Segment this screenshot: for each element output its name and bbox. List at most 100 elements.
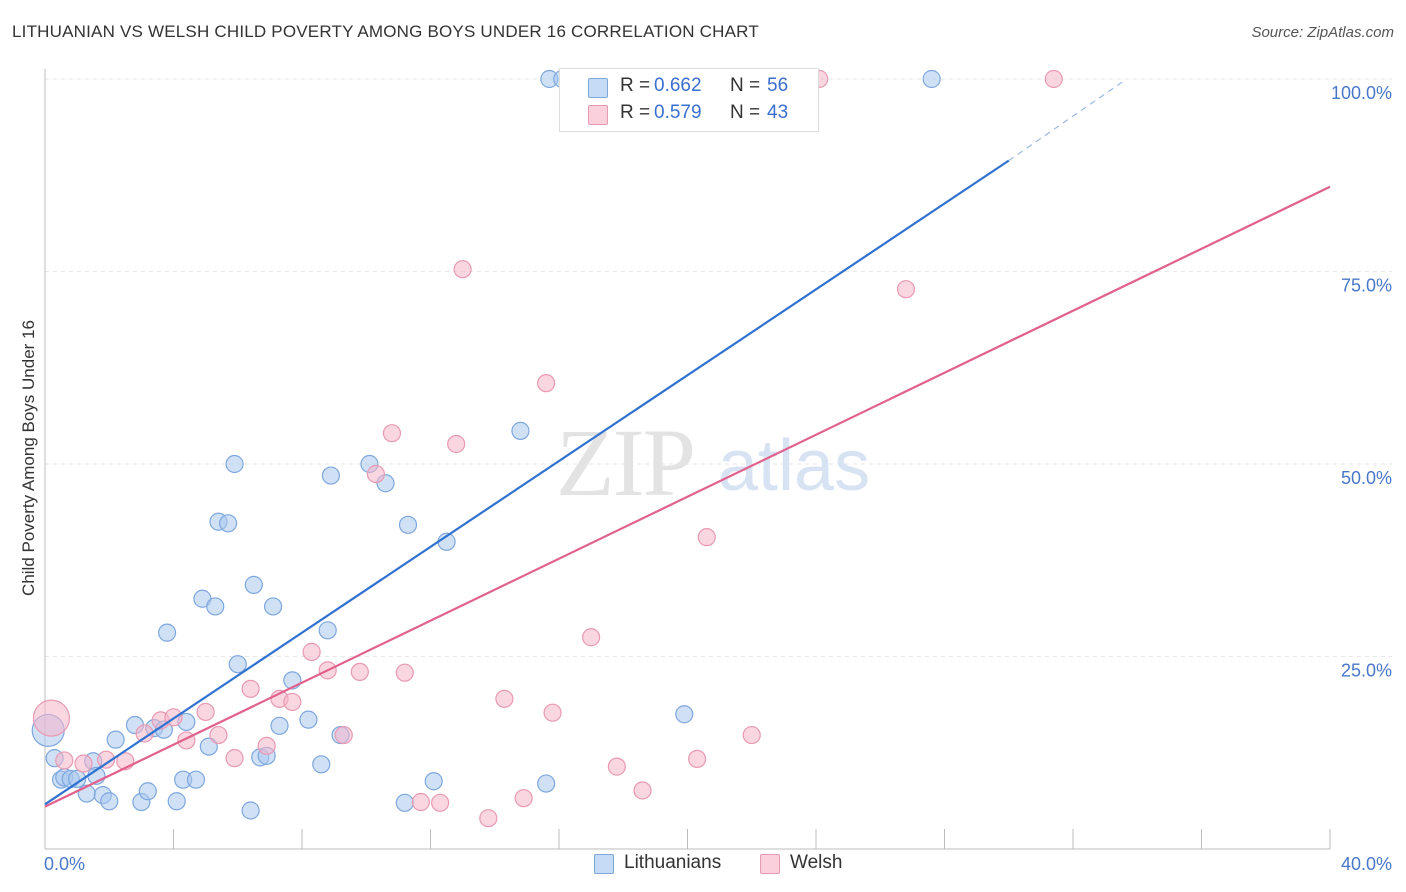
legend-r-value: 0.579 [654, 102, 702, 123]
point-welsh [350, 662, 369, 682]
point-welsh [537, 374, 556, 393]
point-welsh [1044, 69, 1063, 89]
bottom-legend-swatch-blue [594, 854, 614, 874]
point-welsh [495, 689, 514, 708]
watermark: ZIP atlas [556, 409, 870, 516]
point-lithuanian [395, 793, 414, 812]
legend-swatch-pink [588, 105, 608, 125]
legend-n-value: 43 [767, 102, 789, 123]
legend-row-lithuanians: R = 0.662 N = 56 [560, 74, 818, 100]
grid-lines [45, 78, 1392, 657]
legend-r-value: 0.662 [654, 75, 702, 96]
point-welsh [514, 789, 533, 808]
bottom-legend-label: Lithuanians [624, 852, 722, 873]
point-welsh [196, 702, 215, 722]
point-welsh [257, 736, 276, 755]
bottom-legend-swatch-pink [760, 854, 780, 874]
x-tick-label: 0.0% [44, 854, 85, 874]
watermark-zip: ZIP [556, 409, 694, 516]
point-lithuanian [219, 514, 238, 533]
point-welsh [447, 434, 466, 454]
chart-title: LITHUANIAN VS WELSH CHILD POVERTY AMONG … [12, 22, 759, 41]
point-lithuanian [68, 769, 87, 789]
point-lithuanian [424, 772, 443, 791]
point-welsh [479, 809, 498, 828]
point-welsh [582, 628, 601, 647]
point-welsh [543, 703, 562, 722]
point-lithuanian [321, 466, 341, 485]
point-welsh [395, 663, 414, 682]
point-welsh [366, 464, 385, 484]
point-lithuanian [138, 782, 157, 801]
bottom-legend-label: Welsh [790, 852, 843, 873]
point-lithuanian [922, 69, 941, 89]
point-lithuanian [186, 770, 206, 789]
point-welsh [334, 725, 353, 745]
point-lithuanian [299, 710, 318, 729]
bottom-legend-lithuanians: Lithuanians [594, 852, 744, 876]
point-lithuanian [511, 421, 530, 440]
x-tick-label: 40.0% [1341, 854, 1392, 874]
trend-lines [44, 80, 1331, 808]
y-tick-label: 100.0% [1331, 83, 1392, 103]
legend-n-label: N = [730, 102, 761, 123]
legend-r-label: R = [620, 102, 651, 123]
point-lithuanian [537, 774, 556, 793]
point-welsh [382, 424, 402, 443]
point-welsh [74, 754, 93, 773]
point-lithuanian [225, 454, 244, 474]
legend-n-label: N = [730, 75, 761, 96]
legend: R = 0.662 N = 56 R = 0.579 N = 43 [559, 68, 819, 132]
point-lithuanian [318, 621, 337, 640]
data-points [31, 69, 1063, 828]
point-lithuanian [157, 623, 177, 642]
y-tick-label: 75.0% [1341, 276, 1392, 296]
point-welsh [135, 724, 154, 743]
point-welsh [896, 280, 916, 299]
point-lithuanian [167, 792, 186, 811]
trend-line-extension [1008, 80, 1125, 162]
y-tick-label: 50.0% [1341, 468, 1392, 488]
watermark-atlas: atlas [718, 426, 870, 506]
y-axis-label: Child Poverty Among Boys Under 16 [19, 320, 38, 596]
point-welsh [697, 528, 716, 547]
point-lithuanian [100, 792, 119, 811]
point-welsh [411, 792, 430, 812]
legend-n-value: 56 [767, 75, 789, 96]
point-lithuanian [106, 730, 125, 749]
point-lithuanian [312, 755, 331, 774]
y-tick-label: 25.0% [1341, 661, 1392, 681]
point-welsh [302, 642, 321, 661]
point-welsh [607, 757, 626, 776]
legend-row-welsh: R = 0.579 N = 43 [560, 101, 818, 127]
trend-line-lithuanians [44, 159, 1010, 806]
point-lithuanian [398, 515, 418, 534]
point-welsh [55, 751, 74, 770]
legend-r-label: R = [620, 75, 651, 96]
point-welsh [742, 725, 761, 745]
point-welsh [209, 725, 228, 745]
point-welsh [241, 679, 260, 698]
point-lithuanian [206, 597, 225, 616]
tick-labels: 25.0% 50.0% 75.0% 100.0% 0.0% 40.0% [44, 83, 1392, 874]
point-welsh [96, 750, 116, 769]
point-lithuanian [270, 716, 289, 735]
point-welsh [453, 260, 472, 279]
point-lithuanian [244, 575, 263, 594]
point-welsh [283, 692, 302, 712]
point-lithuanian [241, 801, 260, 820]
trend-line-welsh [44, 185, 1331, 808]
source-credit: Source: ZipAtlas.com [1251, 24, 1394, 41]
point-lithuanian [675, 705, 694, 724]
point-welsh [225, 749, 244, 768]
point-welsh [633, 781, 652, 800]
bottom-legend-welsh: Welsh [760, 852, 870, 876]
point-welsh [688, 749, 707, 769]
point-welsh [32, 699, 71, 737]
legend-swatch-blue [588, 78, 608, 98]
point-lithuanian [228, 655, 247, 674]
axes [44, 69, 1331, 850]
point-welsh [431, 793, 450, 812]
point-lithuanian [263, 597, 283, 616]
